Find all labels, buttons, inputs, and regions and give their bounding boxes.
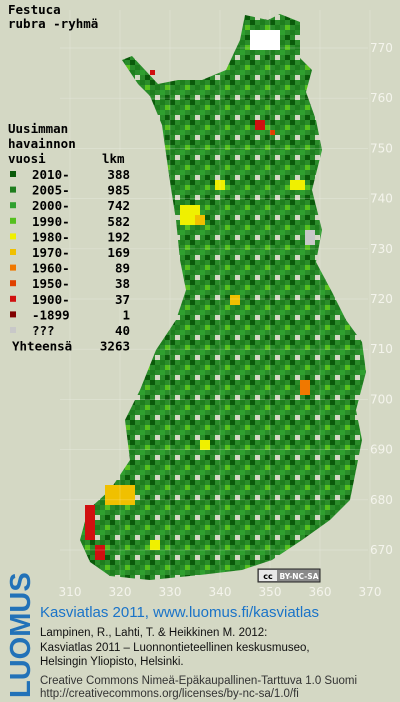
y-tick-label: 770 <box>370 41 393 55</box>
citation-line: Helsingin Yliopisto, Helsinki. <box>40 656 184 668</box>
legend-label: 2000- <box>32 198 70 213</box>
legend-total: 3263 <box>100 339 130 354</box>
legend-count: 40 <box>115 323 130 338</box>
badge-cc: cc <box>263 572 273 581</box>
x-tick-label: 330 <box>159 585 182 599</box>
citation-line: Lampinen, R., Lahti, T. & Heikkinen M. 2… <box>40 627 267 639</box>
legend-label: 1950- <box>32 276 70 291</box>
legend-count: 985 <box>107 183 130 198</box>
y-tick-label: 700 <box>370 392 393 406</box>
legend-swatch <box>10 186 16 193</box>
x-tick-label: 350 <box>259 585 282 599</box>
y-tick-label: 760 <box>370 91 393 105</box>
legend-col-year: vuosi <box>8 151 46 166</box>
map-grid <box>60 10 371 580</box>
legend-count: 38 <box>115 276 130 291</box>
y-tick-label: 680 <box>370 493 393 507</box>
x-tick-label: 310 <box>59 585 82 599</box>
legend-swatch <box>10 264 16 271</box>
citation-line: Kasviatlas 2011 – Luonnontieteellinen ke… <box>40 642 310 654</box>
y-tick-label: 730 <box>370 242 393 256</box>
legend-count: 388 <box>107 167 130 182</box>
x-tick-label: 370 <box>359 585 382 599</box>
legend-swatch <box>10 280 16 287</box>
map-ticks: 310 320 330 340 350 360 370 670 680 690 700 710 720 7… <box>59 41 393 599</box>
legend-count: 582 <box>107 214 130 229</box>
headline: Kasviatlas 2011, www.luomus.fi/kasviatla… <box>40 604 319 621</box>
legend-heading: havainnon <box>8 136 76 151</box>
legend-count: 169 <box>107 245 130 260</box>
legend-label: 1990- <box>32 214 70 229</box>
legend-col-count: lkm <box>102 151 125 166</box>
legend-swatch <box>10 295 16 302</box>
y-tick-label: 670 <box>370 543 393 557</box>
cc-badge: cc BY-NC-SA <box>257 568 321 583</box>
legend-count: 37 <box>115 292 130 307</box>
y-tick-label: 710 <box>370 342 393 356</box>
logo: LUOMUS <box>5 572 37 698</box>
legend-total-label: Yhteensä <box>12 339 72 354</box>
x-tick-label: 340 <box>209 585 232 599</box>
legend-count: 192 <box>107 229 130 244</box>
legend-label: 1900- <box>32 292 70 307</box>
legend-swatch <box>10 233 16 240</box>
old-record-cells <box>85 30 315 560</box>
y-tick-label: 690 <box>370 443 393 457</box>
legend-label: 1960- <box>32 261 70 276</box>
legend-label: ??? <box>32 323 55 338</box>
license-line: http://creativecommons.org/licenses/by-n… <box>40 688 299 700</box>
legend-swatch <box>10 217 16 224</box>
legend-swatch <box>10 202 16 209</box>
legend-label: 2010- <box>32 167 70 182</box>
legend-label: 1980- <box>32 229 70 244</box>
x-tick-label: 320 <box>109 585 132 599</box>
title-line: Festuca <box>8 2 61 17</box>
map <box>80 14 366 580</box>
legend-count: 1 <box>122 307 130 322</box>
legend-label: 2005- <box>32 183 70 198</box>
finland-shape <box>80 14 366 580</box>
y-tick-label: 720 <box>370 292 393 306</box>
x-tick-label: 360 <box>309 585 332 599</box>
legend-swatch <box>10 311 16 318</box>
legend-heading: Uusimman <box>8 121 68 136</box>
title-line: rubra -ryhmä <box>8 16 98 31</box>
legend-swatch <box>10 327 16 333</box>
legend-label: 1970- <box>32 245 70 260</box>
legend-count: 742 <box>107 198 130 213</box>
y-tick-label: 750 <box>370 141 393 155</box>
y-tick-label: 740 <box>370 192 393 206</box>
legend-swatch <box>10 249 16 255</box>
license-line: Creative Commons Nimeä-Epäkaupallinen-Ta… <box>40 675 357 687</box>
badge-cc-box <box>259 570 277 581</box>
legend-count: 89 <box>115 261 130 276</box>
legend-swatch <box>10 171 16 177</box>
legend: 2010- 388 2005- 985 2000- 742 1990- 582 1980- 192… <box>10 167 130 354</box>
badge-license: BY-NC-SA <box>279 572 318 581</box>
legend-label: -1899 <box>32 307 70 322</box>
